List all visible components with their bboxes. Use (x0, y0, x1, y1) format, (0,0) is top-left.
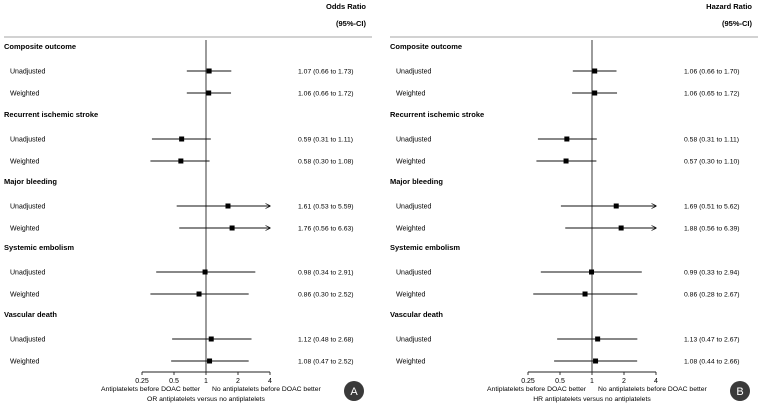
point-estimate (564, 136, 570, 142)
row-label: Unadjusted (396, 69, 432, 76)
point-estimate (613, 203, 619, 209)
estimate-value: 0.58 (0.30 to 1.08) (298, 159, 354, 166)
row-label: Unadjusted (10, 337, 46, 344)
point-estimate (563, 158, 569, 164)
right-direction-label: No antiplatelets before DOAC better (598, 386, 708, 393)
row-label: Weighted (396, 226, 426, 233)
section-title: Major bleeding (4, 177, 57, 186)
point-estimate (593, 358, 599, 364)
estimate-value: 0.59 (0.31 to 1.11) (298, 137, 353, 144)
row-label: Weighted (396, 292, 426, 299)
point-estimate (592, 68, 598, 74)
estimate-value: 0.86 (0.28 to 2.67) (684, 292, 740, 299)
row-label: Unadjusted (10, 204, 46, 211)
x-tick-label: 1 (590, 378, 594, 385)
x-tick-label: 2 (236, 378, 240, 385)
row-label: Unadjusted (396, 337, 432, 344)
row-label: Weighted (10, 292, 40, 299)
estimate-value: 1.69 (0.51 to 5.62) (684, 204, 740, 211)
point-estimate (225, 203, 231, 209)
section-title: Composite outcome (4, 42, 76, 51)
row-label: Unadjusted (10, 270, 46, 277)
row-label: Weighted (396, 359, 426, 366)
point-estimate (208, 336, 214, 342)
row-label: Unadjusted (10, 137, 46, 144)
point-estimate (202, 269, 208, 275)
row-label: Weighted (10, 91, 40, 98)
estimate-value: 1.61 (0.53 to 5.59) (298, 204, 354, 211)
row-label: Unadjusted (396, 204, 432, 211)
point-estimate (207, 358, 213, 364)
ci-header: (95%-CI) (336, 19, 367, 28)
point-estimate (178, 158, 184, 164)
point-estimate (206, 68, 212, 74)
point-estimate (229, 225, 235, 231)
forest-panel-b: Hazard Ratio (95%-CI) Composite outcome Una… (386, 0, 758, 405)
x-tick-label: 0.5 (169, 378, 179, 385)
forest-panel-a: Odds Ratio (95%-CI) Composite outcome Unadj… (0, 0, 372, 405)
panel-badge (344, 381, 364, 401)
forest-plot-a: Odds Ratio (95%-CI) Composite outcome Unadj… (4, 2, 372, 403)
x-tick-label: 0.25 (135, 378, 149, 385)
ci-header: (95%-CI) (722, 19, 753, 28)
section-title: Major bleeding (390, 177, 443, 186)
left-direction-label: Antiplatelets before DOAC better (487, 386, 587, 393)
effect-measure-header: Odds Ratio (326, 2, 366, 11)
panel-badge-label: A (350, 386, 358, 398)
row-label: Weighted (10, 359, 40, 366)
estimate-value: 1.12 (0.48 to 2.68) (298, 337, 354, 344)
point-estimate (589, 269, 595, 275)
estimate-value: 1.88 (0.56 to 6.39) (684, 226, 740, 233)
panel-badge-label: B (736, 386, 743, 398)
estimate-value: 0.98 (0.34 to 2.91) (298, 270, 354, 277)
forest-plot-b: Hazard Ratio (95%-CI) Composite outcome Una… (390, 2, 758, 403)
x-tick-label: 1 (204, 378, 208, 385)
estimate-value: 0.99 (0.33 to 2.94) (684, 270, 740, 277)
row-label: Weighted (10, 226, 40, 233)
estimate-value: 1.06 (0.65 to 1.72) (684, 91, 740, 98)
estimate-value: 0.86 (0.30 to 2.52) (298, 292, 354, 299)
row-label: Unadjusted (10, 69, 46, 76)
point-estimate (595, 336, 601, 342)
point-estimate (196, 291, 202, 297)
row-label: Unadjusted (396, 270, 432, 277)
x-tick-label: 0.5 (555, 378, 565, 385)
x-tick-label: 4 (268, 378, 272, 385)
estimate-value: 1.07 (0.66 to 1.73) (298, 69, 354, 76)
point-estimate (179, 136, 185, 142)
section-title: Composite outcome (390, 42, 462, 51)
estimate-value: 1.76 (0.56 to 6.63) (298, 226, 354, 233)
effect-measure-header: Hazard Ratio (706, 2, 752, 11)
estimate-value: 1.06 (0.66 to 1.72) (298, 91, 354, 98)
row-label: Unadjusted (396, 137, 432, 144)
row-label: Weighted (396, 159, 426, 166)
estimate-value: 1.08 (0.44 to 2.66) (684, 359, 740, 366)
estimate-value: 1.08 (0.47 to 2.52) (298, 359, 354, 366)
section-title: Recurrent ischemic stroke (4, 110, 98, 119)
point-estimate (618, 225, 624, 231)
x-tick-label: 2 (622, 378, 626, 385)
point-estimate (206, 90, 212, 96)
x-tick-label: 4 (654, 378, 658, 385)
panel-badge (730, 381, 750, 401)
row-label: Weighted (396, 91, 426, 98)
section-title: Vascular death (390, 310, 443, 319)
x-axis-title: OR antiplatelets versus no antiplatelets (147, 396, 265, 403)
x-tick-label: 0.25 (521, 378, 535, 385)
section-title: Systemic embolism (4, 243, 74, 252)
left-direction-label: Antiplatelets before DOAC better (101, 386, 201, 393)
point-estimate (592, 90, 598, 96)
section-title: Systemic embolism (390, 243, 460, 252)
right-direction-label: No antiplatelets before DOAC better (212, 386, 322, 393)
row-label: Weighted (10, 159, 40, 166)
section-title: Vascular death (4, 310, 57, 319)
estimate-value: 0.57 (0.30 to 1.10) (684, 159, 740, 166)
point-estimate (582, 291, 588, 297)
section-title: Recurrent ischemic stroke (390, 110, 484, 119)
estimate-value: 1.13 (0.47 to 2.67) (684, 337, 740, 344)
estimate-value: 0.58 (0.31 to 1.11) (684, 137, 739, 144)
x-axis-title: HR antiplatelets versus no antiplatelets (533, 396, 651, 403)
estimate-value: 1.06 (0.66 to 1.70) (684, 69, 740, 76)
